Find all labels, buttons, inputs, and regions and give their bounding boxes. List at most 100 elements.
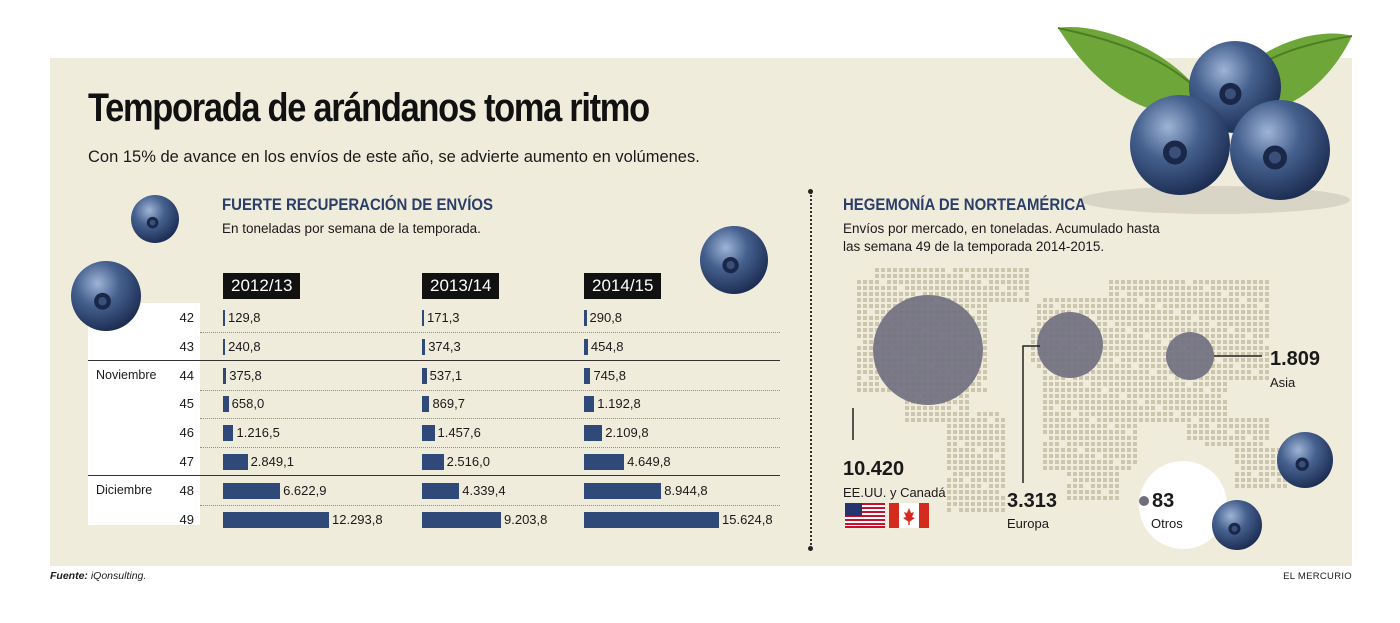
map-dot xyxy=(1103,454,1107,458)
map-dot xyxy=(1025,298,1029,302)
map-dot xyxy=(1247,364,1251,368)
map-dot xyxy=(1127,412,1131,416)
map-dot xyxy=(1223,382,1227,386)
map-dot xyxy=(923,418,927,422)
map-dot xyxy=(989,436,993,440)
map-dot xyxy=(1259,364,1263,368)
map-dot xyxy=(1091,298,1095,302)
map-dot xyxy=(1229,292,1233,296)
map-dot xyxy=(941,406,945,410)
map-dot xyxy=(1241,328,1245,332)
map-dot xyxy=(1211,340,1215,344)
map-dot xyxy=(1103,352,1107,356)
map-dot xyxy=(1175,328,1179,332)
map-dot xyxy=(1217,442,1221,446)
map-dot xyxy=(1001,442,1005,446)
map-dot xyxy=(1157,298,1161,302)
map-dot xyxy=(965,484,969,488)
map-dot xyxy=(1193,280,1197,284)
map-dot xyxy=(1121,460,1125,464)
map-dot xyxy=(1217,310,1221,314)
map-dot xyxy=(1211,436,1215,440)
map-dot xyxy=(953,502,957,506)
map-dot xyxy=(923,412,927,416)
map-dot xyxy=(1223,328,1227,332)
label-asia: Asia xyxy=(1270,375,1296,390)
map-dot xyxy=(1199,316,1203,320)
map-dot xyxy=(1055,394,1059,398)
map-dot xyxy=(1085,448,1089,452)
left-section-description: En toneladas por semana de la temporada. xyxy=(222,221,481,236)
map-dot xyxy=(1043,460,1047,464)
map-dot xyxy=(1187,298,1191,302)
map-dot xyxy=(923,406,927,410)
map-dot xyxy=(1133,382,1137,386)
map-dot xyxy=(1217,316,1221,320)
map-dot xyxy=(1193,304,1197,308)
map-dot xyxy=(1259,358,1263,362)
map-dot xyxy=(989,460,993,464)
map-dot xyxy=(1223,304,1227,308)
map-dot xyxy=(1121,298,1125,302)
label-others: Otros xyxy=(1151,516,1183,531)
map-dot xyxy=(1121,382,1125,386)
map-dot xyxy=(1085,430,1089,434)
map-dot xyxy=(1199,382,1203,386)
map-dot xyxy=(857,280,861,284)
map-dot xyxy=(1259,442,1263,446)
map-dot xyxy=(995,292,999,296)
map-dot xyxy=(869,304,873,308)
map-dot xyxy=(959,286,963,290)
map-dot xyxy=(1241,484,1245,488)
map-dot xyxy=(1097,322,1101,326)
map-dot xyxy=(1223,322,1227,326)
map-dot xyxy=(1241,460,1245,464)
map-dot xyxy=(959,496,963,500)
map-dot xyxy=(1151,280,1155,284)
map-dot xyxy=(959,478,963,482)
map-dot xyxy=(1223,298,1227,302)
usa-flag-icon xyxy=(845,503,885,528)
map-dot xyxy=(1253,304,1257,308)
map-dot xyxy=(995,280,999,284)
map-dot xyxy=(1097,484,1101,488)
map-dot xyxy=(1061,310,1065,314)
map-dot xyxy=(947,442,951,446)
map-dot xyxy=(1109,394,1113,398)
map-dot xyxy=(1229,298,1233,302)
row-separator xyxy=(200,504,780,506)
map-dot xyxy=(1079,472,1083,476)
map-dot xyxy=(1271,484,1275,488)
map-dot xyxy=(1217,298,1221,302)
map-dot xyxy=(1109,328,1113,332)
map-dot xyxy=(1235,472,1239,476)
map-dot xyxy=(905,406,909,410)
map-dot xyxy=(995,274,999,278)
map-dot xyxy=(1115,352,1119,356)
map-dot xyxy=(989,484,993,488)
map-dot xyxy=(1169,280,1173,284)
map-dot xyxy=(1235,448,1239,452)
map-dot xyxy=(1121,454,1125,458)
map-dot xyxy=(1217,388,1221,392)
map-dot xyxy=(1145,316,1149,320)
map-dot xyxy=(1151,376,1155,380)
map-dot xyxy=(977,466,981,470)
map-dot xyxy=(959,394,963,398)
map-dot xyxy=(899,274,903,278)
map-dot xyxy=(1235,418,1239,422)
map-dot xyxy=(929,406,933,410)
map-dot xyxy=(1109,304,1113,308)
map-dot xyxy=(887,274,891,278)
map-dot xyxy=(1055,454,1059,458)
map-dot xyxy=(863,352,867,356)
map-dot xyxy=(1103,310,1107,314)
map-dot xyxy=(1139,364,1143,368)
map-dot xyxy=(1211,400,1215,404)
map-dot xyxy=(1109,376,1113,380)
map-dot xyxy=(1091,370,1095,374)
map-dot xyxy=(1013,274,1017,278)
map-dot xyxy=(995,430,999,434)
leaves-decoration xyxy=(1057,26,1353,214)
right-section-description-1: Envíos por mercado, en toneladas. Acumul… xyxy=(843,221,1160,236)
